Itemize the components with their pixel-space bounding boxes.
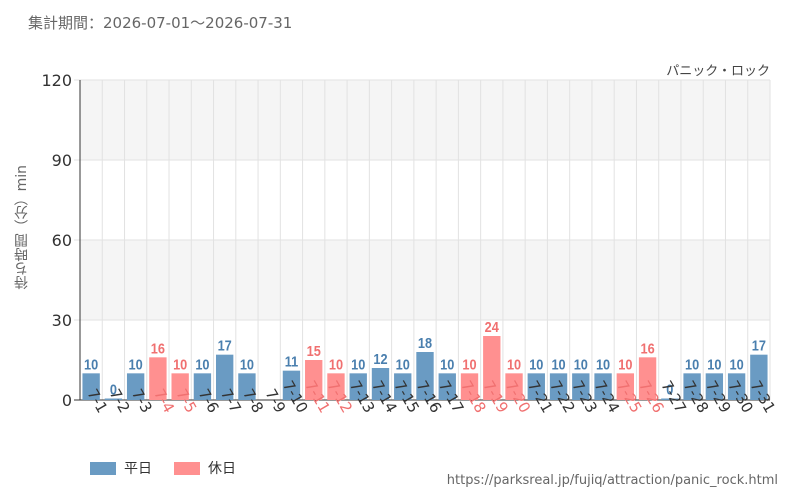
bar <box>327 373 345 400</box>
bar-value-label: 16 <box>640 339 654 356</box>
bar <box>527 373 545 400</box>
bar-value-label: 11 <box>285 353 299 370</box>
bar <box>282 370 301 400</box>
legend-swatch-weekday <box>90 461 116 475</box>
bar-value-label: 12 <box>373 350 387 367</box>
source-url: https://parksreal.jp/fujiq/attraction/pa… <box>446 473 778 488</box>
bar <box>104 398 123 400</box>
bar <box>82 373 100 400</box>
bar <box>215 354 234 400</box>
bar <box>305 360 323 400</box>
bar-value-label: 18 <box>418 334 432 351</box>
bar <box>505 373 523 400</box>
bar <box>460 373 479 400</box>
bar <box>727 373 746 400</box>
bar <box>594 373 612 400</box>
bar <box>661 398 679 400</box>
bar-value-label: 10 <box>240 355 254 372</box>
bar-value-label: 10 <box>574 355 588 372</box>
bar-value-label: 10 <box>351 355 365 372</box>
y-tick-label: 30 <box>52 311 72 330</box>
bar <box>394 373 412 400</box>
bar <box>483 336 501 400</box>
y-tick-label: 60 <box>52 231 72 250</box>
bar <box>193 373 212 400</box>
bar-value-label: 10 <box>440 355 454 372</box>
bar-value-label: 0 <box>666 380 673 397</box>
bar-value-label: 0 <box>110 380 117 397</box>
y-tick-label: 120 <box>41 71 72 90</box>
legend-item-holiday: 休日 <box>174 458 236 478</box>
bar-value-label: 10 <box>685 355 699 372</box>
legend-label-weekday: 平日 <box>124 461 152 477</box>
grid-band <box>80 240 770 320</box>
bar-value-label: 10 <box>173 355 187 372</box>
y-tick-label: 90 <box>52 151 72 170</box>
bar <box>349 373 367 400</box>
legend: 平日 休日 <box>90 458 258 478</box>
bar <box>238 373 256 400</box>
legend-swatch-holiday <box>174 461 200 475</box>
bar-value-label: 10 <box>529 355 543 372</box>
bar <box>705 373 724 400</box>
bar-value-label: 15 <box>307 342 321 359</box>
bar <box>438 373 456 400</box>
bar <box>683 373 701 400</box>
bar-value-label: 10 <box>462 355 476 372</box>
bar <box>549 373 568 400</box>
legend-item-weekday: 平日 <box>90 458 152 478</box>
legend-label-holiday: 休日 <box>208 461 236 477</box>
bar-value-label: 10 <box>730 355 744 372</box>
bar-value-label: 10 <box>507 355 521 372</box>
period-label: 集計期間：2026-07-01～2026-07-31 <box>28 14 293 32</box>
bar <box>371 368 390 400</box>
bar <box>126 373 145 400</box>
y-tick-label: 0 <box>62 391 72 410</box>
attraction-name: パニック・ロック <box>666 64 770 79</box>
bar-value-label: 10 <box>84 355 98 372</box>
bar-value-label: 17 <box>218 337 232 354</box>
grid-band <box>80 80 770 160</box>
bar <box>171 373 189 400</box>
bar <box>572 373 590 400</box>
bar-value-label: 10 <box>618 355 632 372</box>
bar-value-label: 16 <box>151 339 165 356</box>
bar-value-label: 10 <box>129 355 143 372</box>
bar-value-label: 10 <box>596 355 610 372</box>
bar <box>616 373 635 400</box>
bar <box>416 352 434 400</box>
bar-value-label: 10 <box>195 355 209 372</box>
bar <box>638 357 657 400</box>
bar-value-label: 10 <box>707 355 721 372</box>
bar-value-label: 24 <box>485 318 499 335</box>
bar <box>750 354 768 400</box>
bar-value-label: 10 <box>551 355 565 372</box>
bar <box>149 357 167 400</box>
bar-value-label: 10 <box>329 355 343 372</box>
bar-value-label: 17 <box>752 337 766 354</box>
bar-value-label: 10 <box>396 355 410 372</box>
